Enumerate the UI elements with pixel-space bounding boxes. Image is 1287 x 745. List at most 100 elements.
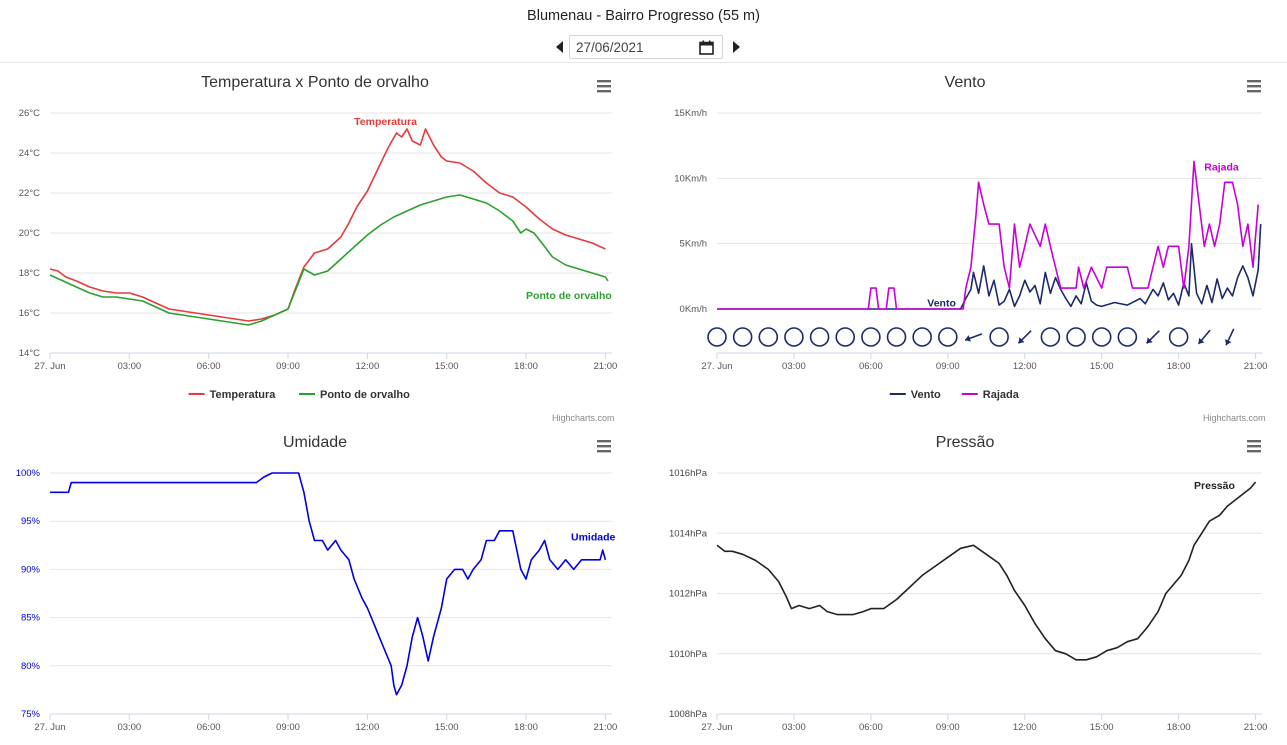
wind-calm-icon <box>835 327 856 347</box>
y-tick-label: 26°C <box>19 108 40 119</box>
wind-direction-arrow-icon <box>964 333 983 342</box>
x-tick-label: 06:00 <box>197 722 221 733</box>
y-tick-label: 10Km/h <box>674 173 707 184</box>
chevron-left-icon <box>556 41 563 53</box>
hamburger-menu-icon <box>1247 440 1261 453</box>
series-line-pressão <box>716 481 1257 661</box>
y-tick-label: 100% <box>16 468 41 479</box>
series-line-rajada <box>717 160 1259 310</box>
x-tick-label: 27. Jun <box>701 361 732 372</box>
y-tick-label: 14°C <box>19 348 40 359</box>
credits-link[interactable]: Highcharts.com <box>1203 413 1266 423</box>
x-tick-label: 18:00 <box>514 361 538 372</box>
x-tick-label: 15:00 <box>435 722 459 733</box>
legend-item: Temperatura <box>210 389 277 401</box>
wind-calm-icon <box>1168 327 1189 347</box>
date-value: 27/06/2021 <box>576 40 644 55</box>
x-tick-label: 18:00 <box>1167 361 1191 372</box>
hamburger-menu-icon <box>597 440 611 453</box>
chart-menu-button[interactable] <box>592 435 616 457</box>
date-input[interactable]: 27/06/2021 <box>569 35 723 59</box>
credits-link[interactable]: Highcharts.com <box>552 413 615 423</box>
y-tick-label: 1016hPa <box>669 468 708 479</box>
wind-calm-icon <box>1066 327 1086 347</box>
wind-direction-arrow-icon <box>1017 330 1032 344</box>
wind-calm-icon <box>1091 327 1112 347</box>
wind-calm-icon <box>861 327 881 347</box>
arrow-head <box>1198 337 1205 344</box>
legend-item: Rajada <box>983 389 1020 401</box>
x-tick-label: 21:00 <box>1244 361 1268 372</box>
wind-calm-icon <box>707 327 727 347</box>
pressure-panel: Pressão 1008hPa 1010hPa 1012hPa 1014hPa 1016h… <box>643 425 1287 745</box>
wind-calm-icon <box>758 327 779 347</box>
wind-calm-icon <box>1040 327 1061 347</box>
x-tick-label: 12:00 <box>355 722 379 733</box>
series-data-label: Rajada <box>1204 162 1239 174</box>
humidity-chart: Umidade 75% 80% 85% 90% 95% 100% 27. Jun 03:00 06… <box>16 434 618 733</box>
series-line-ponto-de-orvalho <box>49 194 609 326</box>
series-line-temperatura <box>49 128 606 322</box>
x-tick-label: 09:00 <box>276 722 300 733</box>
x-tick-label: 27. Jun <box>701 722 732 733</box>
wind-calm-icon <box>1117 327 1138 347</box>
chart-menu-button[interactable] <box>592 75 616 97</box>
legend-item: Vento <box>911 389 941 401</box>
temperature-dewpoint-panel: Temperatura x Ponto de orvalho 14°C 16°C 18… <box>0 63 630 425</box>
chart-title: Pressão <box>936 434 995 451</box>
x-tick-label: 18:00 <box>514 722 538 733</box>
wind-calm-icon <box>989 327 1009 347</box>
y-tick-label: 20°C <box>19 228 40 239</box>
series-data-label: Pressão <box>1194 480 1235 492</box>
y-tick-label: 22°C <box>19 188 40 199</box>
y-tick-label: 24°C <box>19 148 40 159</box>
page-title: Blumenau - Bairro Progresso (55 m) <box>527 8 760 24</box>
header: Blumenau - Bairro Progresso (55 m) 27/06… <box>0 0 1287 63</box>
x-tick-label: 27. Jun <box>34 722 65 733</box>
x-tick-label: 09:00 <box>936 361 960 372</box>
wind-calm-icon <box>912 327 932 347</box>
series-line-umidade <box>50 472 607 696</box>
y-tick-label: 5Km/h <box>680 239 707 250</box>
y-tick-label: 1008hPa <box>669 709 708 720</box>
x-tick-label: 06:00 <box>859 361 883 372</box>
x-tick-label: 12:00 <box>1013 361 1037 372</box>
x-tick-label: 12:00 <box>1013 722 1037 733</box>
chart-title: Temperatura x Ponto de orvalho <box>201 74 429 91</box>
prev-day-button[interactable] <box>552 35 568 59</box>
x-tick-label: 03:00 <box>782 722 806 733</box>
date-navigation: 27/06/2021 <box>552 35 746 59</box>
arrow-head <box>1018 337 1025 344</box>
calendar-icon[interactable] <box>699 40 714 55</box>
pressure-chart: Pressão 1008hPa 1010hPa 1012hPa 1014hPa 1016h… <box>669 434 1268 733</box>
series-data-label: Vento <box>927 297 956 309</box>
x-tick-label: 21:00 <box>1244 722 1268 733</box>
chart-title: Vento <box>945 74 986 91</box>
x-tick-label: 06:00 <box>197 361 221 372</box>
y-tick-label: 1014hPa <box>669 528 708 539</box>
chart-menu-button[interactable] <box>1242 435 1266 457</box>
y-tick-label: 1010hPa <box>669 649 708 660</box>
temperature-dewpoint-chart: Temperatura x Ponto de orvalho 14°C 16°C 18… <box>19 74 618 401</box>
x-tick-label: 15:00 <box>1090 361 1114 372</box>
wind-calm-icon <box>732 327 753 347</box>
legend-item: Ponto de orvalho <box>320 389 410 401</box>
arrow-head <box>965 335 971 342</box>
chart-title: Umidade <box>283 434 347 451</box>
wind-direction-arrow-icon <box>1197 329 1211 345</box>
y-tick-label: 16°C <box>19 308 40 319</box>
x-tick-label: 03:00 <box>117 361 141 372</box>
y-tick-label: 80% <box>21 661 41 672</box>
wind-calm-icon <box>809 327 830 347</box>
wind-chart: Vento 0Km/h 5Km/h 10Km/h 15Km/h 27. Jun 03:00 0… <box>674 74 1268 401</box>
y-tick-label: 15Km/h <box>674 108 707 119</box>
x-tick-label: 18:00 <box>1167 722 1191 733</box>
wind-panel: Vento 0Km/h 5Km/h 10Km/h 15Km/h 27. Jun 03:00 0… <box>643 63 1287 425</box>
next-day-button[interactable] <box>728 35 744 59</box>
chart-menu-button[interactable] <box>1242 75 1266 97</box>
series-data-label: Ponto de orvalho <box>526 290 612 302</box>
wind-direction-arrow-icon <box>1225 328 1235 346</box>
x-tick-label: 15:00 <box>435 361 459 372</box>
series-data-label: Umidade <box>571 532 616 544</box>
arrow-head <box>1225 339 1232 346</box>
